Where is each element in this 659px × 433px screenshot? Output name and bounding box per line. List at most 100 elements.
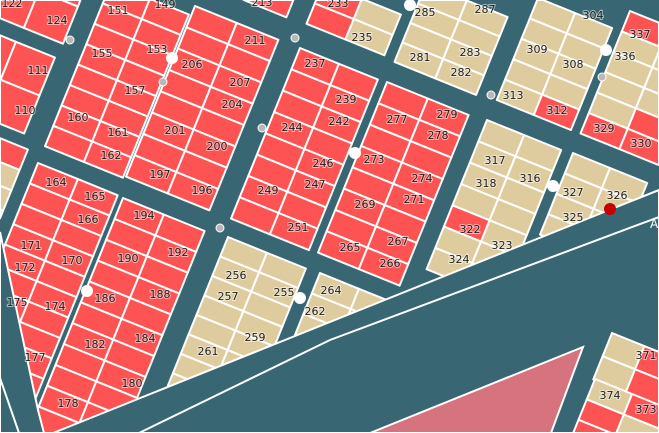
lot-label[interactable]: 165 [84,189,107,204]
lot-label[interactable]: 188 [149,287,172,302]
lot-label[interactable]: 194 [133,208,156,223]
lot-label[interactable]: 330 [630,136,653,151]
lot-label[interactable]: 266 [379,256,402,271]
lot-label[interactable]: 239 [335,92,358,107]
lot-label[interactable]: 192 [167,245,190,260]
lot-parcel[interactable] [22,0,79,45]
lot-label[interactable]: 287 [474,2,497,17]
lot-parcel[interactable] [626,107,659,143]
lot-label[interactable]: 177 [24,350,47,365]
lot-label[interactable]: 149 [154,0,177,12]
lot-label[interactable]: 329 [593,121,616,136]
lot-label[interactable]: 124 [46,13,69,28]
lot-parcel[interactable] [434,57,485,96]
junction-marker[interactable] [547,180,559,192]
lot-label[interactable]: 170 [61,253,84,268]
lot-label[interactable]: 251 [287,220,310,235]
lot-parcel[interactable] [268,212,319,252]
lot-label[interactable]: 166 [77,212,100,227]
lot-label[interactable]: 178 [57,396,80,411]
lot-label[interactable]: 157 [124,83,147,98]
lot-label[interactable]: 153 [146,42,169,57]
lot-label[interactable]: 312 [546,103,569,118]
lot-parcel[interactable] [82,140,133,179]
lot-label[interactable]: 285 [414,5,437,20]
lot-parcel[interactable] [615,413,659,433]
lot-label[interactable]: 282 [450,65,473,80]
lot-label[interactable]: 110 [14,103,37,118]
lot-label[interactable]: 304 [582,8,605,23]
lot-label[interactable]: 269 [354,197,377,212]
lot-label[interactable]: 324 [448,252,471,267]
junction-marker[interactable] [294,292,306,304]
lot-label[interactable]: 246 [312,156,335,171]
lot-label[interactable]: 279 [436,107,459,122]
lot-label[interactable]: 326 [606,188,629,203]
lot-label[interactable]: 207 [229,75,252,90]
lot-label[interactable]: 308 [562,57,585,72]
lot-label[interactable]: 256 [225,268,248,283]
lot-parcel[interactable] [0,208,5,220]
lot-label[interactable]: 184 [134,331,157,346]
lot-label[interactable]: 247 [304,177,327,192]
lot-label[interactable]: 242 [328,114,351,129]
lot-parcel[interactable] [246,0,295,19]
node-marker[interactable] [215,223,225,233]
lot-label[interactable]: 262 [304,304,327,319]
lot-label[interactable]: 155 [91,46,114,61]
node-marker[interactable] [257,123,267,133]
lot-label[interactable]: 196 [191,183,214,198]
lot-parcel[interactable] [572,418,613,433]
lot-label[interactable]: 264 [320,283,343,298]
lot-label[interactable]: 211 [244,33,267,48]
lot-label[interactable]: 197 [149,167,172,182]
lot-label[interactable]: 172 [14,260,37,275]
lot-label[interactable]: 337 [629,27,652,42]
lot-label[interactable]: 206 [181,57,204,72]
lot-label[interactable]: 261 [197,344,220,359]
junction-marker[interactable] [600,44,612,56]
lot-label[interactable]: 371 [635,348,658,363]
lot-label[interactable]: 182 [84,337,107,352]
lot-label[interactable]: 186 [94,291,117,306]
lot-label[interactable]: 244 [281,120,304,135]
lot-label[interactable]: 213 [251,0,274,10]
lot-label[interactable]: 281 [409,50,432,65]
lot-label[interactable]: 122 [1,0,24,11]
junction-marker[interactable] [349,147,361,159]
lot-label[interactable]: 161 [107,125,130,140]
lot-label[interactable]: 271 [403,192,426,207]
lot-label[interactable]: 323 [491,238,514,253]
lot-label[interactable]: 313 [502,88,525,103]
node-marker[interactable] [597,72,607,82]
lot-label[interactable]: 257 [217,289,240,304]
lot-label[interactable]: 151 [107,3,130,18]
lot-label[interactable]: 267 [387,234,410,249]
lot-label[interactable]: 235 [351,30,374,45]
junction-marker[interactable] [404,0,416,11]
lot-label[interactable]: 274 [411,171,434,186]
node-marker[interactable] [290,33,300,43]
lot-label[interactable]: 160 [67,110,90,125]
lot-label[interactable]: 249 [257,183,280,198]
lot-parcel[interactable] [344,18,394,57]
node-marker[interactable] [486,90,496,100]
lot-label[interactable]: 190 [117,251,140,266]
lot-label[interactable]: 374 [599,388,622,403]
node-marker[interactable] [158,77,168,87]
lot-parcel[interactable] [0,78,41,135]
lot-label[interactable]: 318 [475,176,498,191]
lot-parcel[interactable] [532,93,581,131]
lot-label[interactable]: 180 [121,376,144,391]
junction-marker[interactable] [81,285,93,297]
lot-parcel[interactable] [622,393,659,430]
lot-label[interactable]: 277 [386,112,409,127]
node-marker[interactable] [65,35,75,45]
lot-label[interactable]: 325 [562,210,585,225]
lot-label[interactable]: 259 [244,330,267,345]
lot-parcel[interactable] [577,398,625,433]
lot-label[interactable]: 283 [459,45,482,60]
lot-label[interactable]: 265 [339,240,362,255]
lot-label[interactable]: 162 [100,148,123,163]
